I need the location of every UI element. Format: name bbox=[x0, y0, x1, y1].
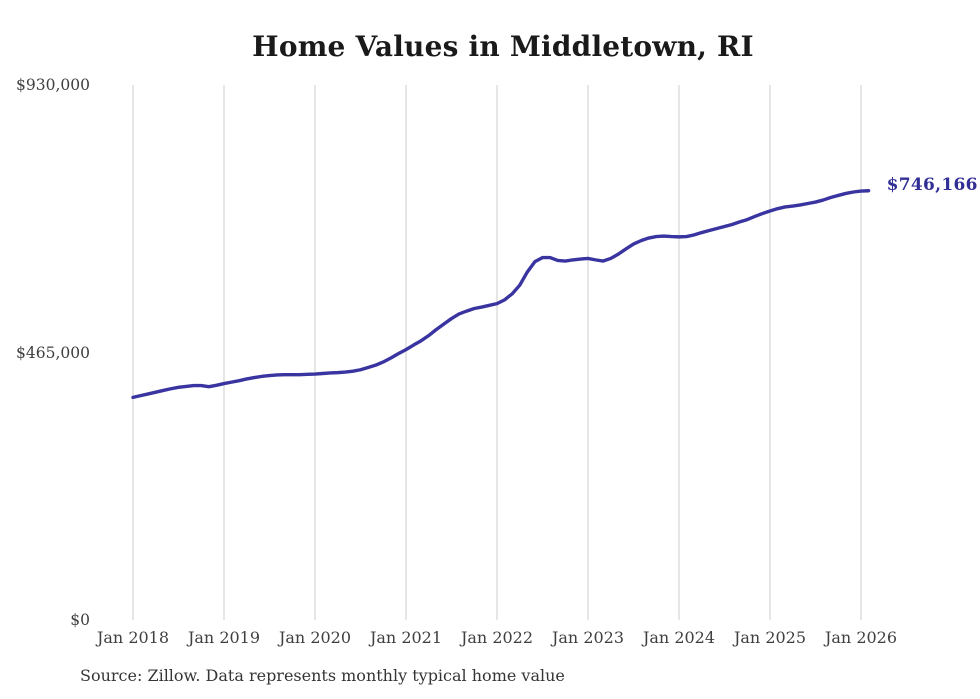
x-tick-label: Jan 2021 bbox=[369, 628, 443, 647]
y-tick-label: $930,000 bbox=[16, 76, 90, 94]
latest-value-label: $746,166 bbox=[886, 174, 978, 195]
chart-title: Home Values in Middletown, RI bbox=[252, 30, 754, 63]
x-tick-label: Jan 2019 bbox=[187, 628, 261, 647]
y-tick-label: $465,000 bbox=[16, 343, 90, 362]
home-value-line bbox=[131, 189, 871, 400]
x-tick-label: Jan 2026 bbox=[824, 628, 898, 647]
x-tick-label: Jan 2025 bbox=[733, 628, 807, 647]
source-note: Source: Zillow. Data represents monthly … bbox=[80, 666, 565, 685]
x-tick-label: Jan 2022 bbox=[460, 628, 534, 647]
y-tick-label: $0 bbox=[70, 611, 90, 629]
x-tick-label: Jan 2024 bbox=[642, 628, 716, 647]
x-tick-label: Jan 2018 bbox=[96, 628, 170, 647]
x-tick-label: Jan 2023 bbox=[551, 628, 625, 647]
x-tick-label: Jan 2020 bbox=[278, 628, 352, 647]
